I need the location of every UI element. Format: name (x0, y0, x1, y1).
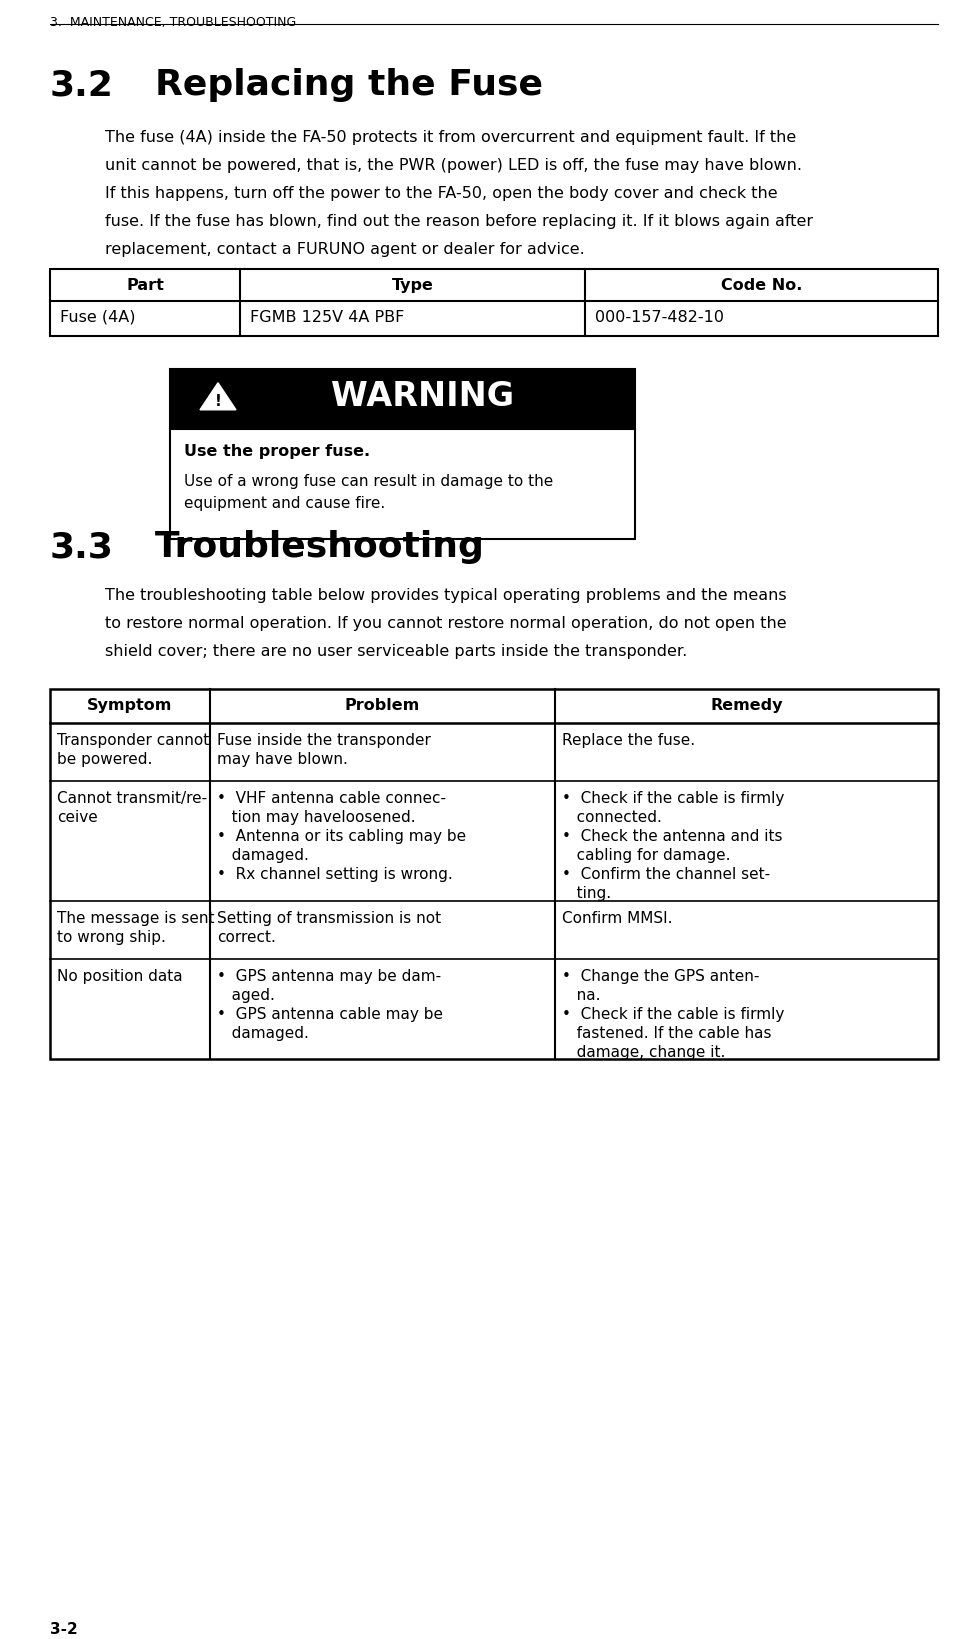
Bar (50, 270, 938, 336)
Text: The message is sent: The message is sent (57, 910, 215, 926)
Text: unit cannot be powered, that is, the PWR (power) LED is off, the fuse may have b: unit cannot be powered, that is, the PWR… (105, 157, 802, 172)
Text: equipment and cause fire.: equipment and cause fire. (184, 495, 385, 511)
Text: Remedy: Remedy (710, 698, 783, 713)
Text: 3.  MAINTENANCE, TROUBLESHOOTING: 3. MAINTENANCE, TROUBLESHOOTING (50, 16, 296, 30)
Text: Troubleshooting: Troubleshooting (155, 529, 485, 564)
Text: Code No.: Code No. (721, 279, 802, 293)
Text: •  GPS antenna cable may be: • GPS antenna cable may be (217, 1006, 443, 1021)
Text: Transponder cannot: Transponder cannot (57, 733, 210, 747)
Bar (170, 429, 635, 539)
Text: •  Rx channel setting is wrong.: • Rx channel setting is wrong. (217, 867, 452, 882)
Text: may have blown.: may have blown. (217, 752, 348, 767)
Text: 3-2: 3-2 (50, 1621, 78, 1636)
Text: •  Check the antenna and its: • Check the antenna and its (562, 828, 783, 844)
Text: •  Check if the cable is firmly: • Check if the cable is firmly (562, 790, 784, 805)
Text: shield cover; there are no user serviceable parts inside the transponder.: shield cover; there are no user servicea… (105, 644, 687, 659)
Text: The troubleshooting table below provides typical operating problems and the mean: The troubleshooting table below provides… (105, 588, 787, 603)
Text: aged.: aged. (217, 987, 275, 1003)
Text: •  Change the GPS anten-: • Change the GPS anten- (562, 969, 760, 983)
Text: Type: Type (392, 279, 434, 293)
Text: Setting of transmission is not: Setting of transmission is not (217, 910, 441, 926)
Text: to wrong ship.: to wrong ship. (57, 929, 166, 944)
Text: be powered.: be powered. (57, 752, 152, 767)
Text: WARNING: WARNING (331, 380, 514, 413)
Text: to restore normal operation. If you cannot restore normal operation, do not open: to restore normal operation. If you cann… (105, 616, 787, 631)
Text: The fuse (4A) inside the FA-50 protects it from overcurrent and equipment fault.: The fuse (4A) inside the FA-50 protects … (105, 129, 797, 144)
Text: replacement, contact a FURUNO agent or dealer for advice.: replacement, contact a FURUNO agent or d… (105, 243, 585, 257)
Text: fuse. If the fuse has blown, find out the reason before replacing it. If it blow: fuse. If the fuse has blown, find out th… (105, 213, 813, 229)
Text: correct.: correct. (217, 929, 276, 944)
Text: Confirm MMSI.: Confirm MMSI. (562, 910, 673, 926)
Text: •  Confirm the channel set-: • Confirm the channel set- (562, 867, 770, 882)
Text: cabling for damage.: cabling for damage. (562, 847, 730, 862)
Text: Replace the fuse.: Replace the fuse. (562, 733, 695, 747)
Text: •  Check if the cable is firmly: • Check if the cable is firmly (562, 1006, 784, 1021)
Text: tion may haveloosened.: tion may haveloosened. (217, 810, 415, 824)
Text: ceive: ceive (57, 810, 98, 824)
Bar (50, 690, 938, 1059)
Text: fastened. If the cable has: fastened. If the cable has (562, 1026, 771, 1041)
Text: Fuse inside the transponder: Fuse inside the transponder (217, 733, 431, 747)
Text: Problem: Problem (345, 698, 420, 713)
Text: damage, change it.: damage, change it. (562, 1044, 725, 1059)
Text: Part: Part (126, 279, 164, 293)
Text: Fuse (4A): Fuse (4A) (60, 310, 136, 325)
Text: connected.: connected. (562, 810, 662, 824)
Text: •  VHF antenna cable connec-: • VHF antenna cable connec- (217, 790, 446, 805)
Text: 3.3: 3.3 (50, 529, 114, 564)
Text: If this happens, turn off the power to the FA-50, open the body cover and check : If this happens, turn off the power to t… (105, 185, 778, 202)
Text: FGMB 125V 4A PBF: FGMB 125V 4A PBF (250, 310, 405, 325)
Text: •  Antenna or its cabling may be: • Antenna or its cabling may be (217, 828, 466, 844)
Text: Cannot transmit/re-: Cannot transmit/re- (57, 790, 207, 805)
Text: •  GPS antenna may be dam-: • GPS antenna may be dam- (217, 969, 441, 983)
Text: 3.2: 3.2 (50, 67, 114, 102)
Text: na.: na. (562, 987, 601, 1003)
Text: damaged.: damaged. (217, 1026, 309, 1041)
Text: Use of a wrong fuse can result in damage to the: Use of a wrong fuse can result in damage… (184, 474, 553, 488)
Text: !: ! (214, 395, 221, 410)
Text: Symptom: Symptom (88, 698, 173, 713)
Text: damaged.: damaged. (217, 847, 309, 862)
Text: No position data: No position data (57, 969, 182, 983)
Text: Replacing the Fuse: Replacing the Fuse (155, 67, 543, 102)
Text: Use the proper fuse.: Use the proper fuse. (184, 444, 370, 459)
Text: ting.: ting. (562, 885, 611, 900)
Polygon shape (200, 384, 236, 410)
Bar (170, 370, 635, 429)
Text: 000-157-482-10: 000-157-482-10 (595, 310, 724, 325)
